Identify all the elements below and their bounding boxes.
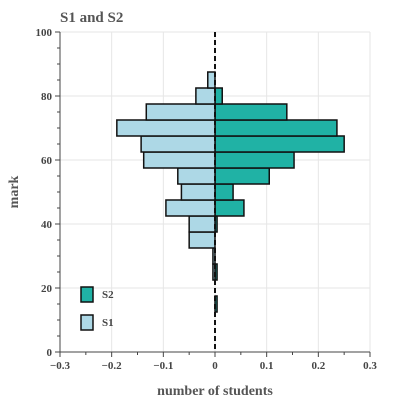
bar-s1 xyxy=(188,215,216,233)
bar-s1 xyxy=(180,183,216,201)
bar-s1 xyxy=(142,151,216,169)
x-tick-label: −0.2 xyxy=(102,360,123,372)
legend-swatch-s1 xyxy=(80,314,94,331)
legend: S2 S1 xyxy=(80,286,114,331)
x-tick-label: −0.3 xyxy=(50,360,71,372)
y-axis-label: mark xyxy=(7,175,22,208)
bar-s2 xyxy=(214,199,245,217)
y-tick-label: 20 xyxy=(41,283,53,295)
chart-title: S1 and S2 xyxy=(60,10,123,26)
bar-s1 xyxy=(165,199,216,217)
x-tick-label: 0.3 xyxy=(363,360,377,372)
bar-s2 xyxy=(214,151,295,169)
legend-label-s1: S1 xyxy=(102,317,114,329)
bar-s1 xyxy=(140,135,216,153)
bar-s2 xyxy=(214,87,223,105)
legend-swatch-s2 xyxy=(80,286,94,303)
bar-s2 xyxy=(214,119,338,137)
bar-s1 xyxy=(177,167,216,185)
axes: −0.3 −0.2 −0.1 0 0.1 0.2 0.3 0 20 40 60 80 100 xyxy=(36,27,378,372)
bars xyxy=(116,32,345,352)
y-tick-label: 40 xyxy=(41,219,53,231)
x-axis-label: number of students xyxy=(157,384,273,399)
x-tick-label: −0.1 xyxy=(153,360,173,372)
bar-s2 xyxy=(214,135,345,153)
bar-s2 xyxy=(214,103,288,121)
y-tick-label: 60 xyxy=(41,155,53,167)
y-tick-label: 100 xyxy=(36,27,53,39)
bar-s1 xyxy=(195,87,216,105)
x-tick-label: 0.2 xyxy=(311,360,325,372)
y-tick-label: 80 xyxy=(41,91,53,103)
x-tick-label: 0 xyxy=(212,360,218,372)
bar-s1 xyxy=(145,103,216,121)
bar-s2 xyxy=(214,167,270,185)
y-tick-label: 0 xyxy=(47,347,53,359)
legend-label-s2: S2 xyxy=(102,289,114,301)
bar-s1 xyxy=(207,71,216,89)
x-tick-label: 0.1 xyxy=(260,360,274,372)
bar-s1 xyxy=(116,119,216,137)
bar-s1 xyxy=(188,231,216,249)
bar-s2 xyxy=(214,183,234,201)
